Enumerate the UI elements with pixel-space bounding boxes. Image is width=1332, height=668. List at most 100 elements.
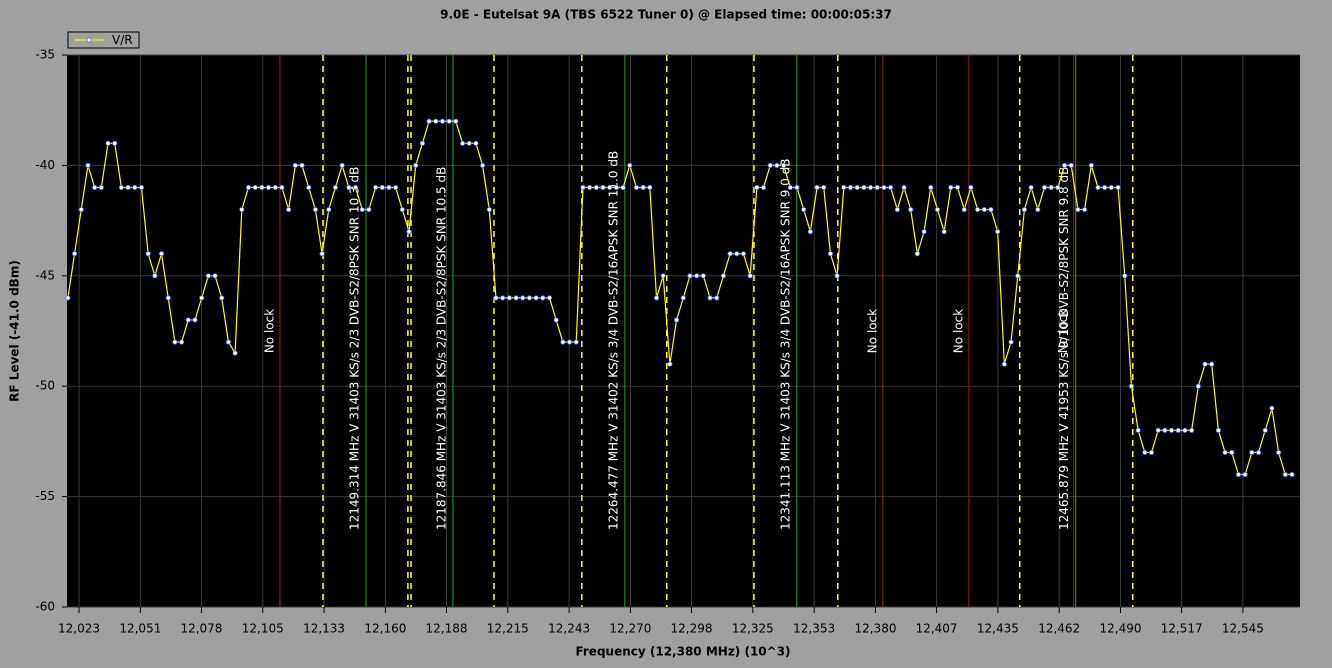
data-point [165,295,171,301]
data-point [1275,449,1282,456]
data-point [426,118,432,124]
data-point [232,350,238,356]
data-point [1028,184,1034,191]
data-point [787,184,793,191]
data-point [954,184,961,191]
data-point [1021,206,1028,213]
data-point [379,184,385,191]
x-tick-label: 12,215 [487,622,529,636]
data-point [781,162,787,168]
data-point [921,229,927,235]
data-point [974,206,981,213]
x-axis-label: Frequency (12,380 MHz) (10^3) [575,645,790,659]
data-point [680,295,686,301]
data-point [941,229,947,235]
no-lock-label: No lock [1056,309,1070,353]
data-point [600,184,606,191]
data-point [694,273,700,279]
x-tick-label: 12,298 [671,622,713,636]
data-point [647,184,653,191]
data-point [319,251,325,257]
legend-marker [86,37,92,43]
x-tick-label: 12,160 [364,622,406,636]
data-point [446,118,452,124]
data-point [841,184,847,191]
data-point [881,184,887,191]
data-point [1061,162,1068,168]
no-lock-label: No lock [262,309,276,353]
data-point [995,229,1001,235]
data-point [540,295,546,301]
data-point [366,206,372,213]
data-point [854,184,860,191]
data-point [673,317,680,323]
data-point [1168,427,1175,433]
series-line [67,120,1292,476]
data-point [1048,184,1054,191]
data-point [874,184,880,191]
data-point [888,184,894,191]
data-point [767,162,773,168]
data-point [433,118,439,124]
transponder-label: 12465.879 MHz V 41953 KS/s 9/10 DVB-S2/8… [1057,167,1071,530]
data-point [814,184,820,191]
data-point [774,162,780,168]
data-point [399,206,405,213]
data-point [259,184,265,191]
data-point [961,206,967,213]
data-point [908,206,914,213]
data-point [346,184,352,191]
data-point [727,251,733,257]
x-tick-label: 12,517 [1161,622,1203,636]
data-point [546,295,553,301]
data-point [312,206,318,213]
data-point [901,184,907,191]
data-point [667,361,673,367]
data-point [439,118,446,124]
data-point [566,339,573,345]
x-tick-label: 12,490 [1100,622,1142,636]
data-point [486,206,492,213]
legend-label: V/R [112,33,133,47]
x-tick-label: 12,188 [425,622,467,636]
data-point [506,295,512,301]
data-point [419,140,426,146]
data-point [1135,427,1141,433]
data-point [760,184,767,191]
data-point [1255,449,1262,456]
data-point [1055,184,1061,191]
y-axis-label: RF Level (-41.0 dBm) [8,260,22,402]
data-point [326,206,332,213]
data-point [65,295,71,301]
x-tick-label: 12,325 [732,622,774,636]
data-point [700,273,706,279]
transponder-label: 12341.113 MHz V 31403 KS/s 3/4 DVB-S2/16… [778,158,792,530]
data-point [332,184,339,191]
data-point [1075,206,1081,213]
data-point [339,162,345,168]
data-point [934,206,941,213]
data-point [199,295,205,301]
data-point [1249,449,1255,456]
data-point [660,273,666,279]
transponder-label: 12149.314 MHz V 31403 KS/s 2/3 DVB-S2/8P… [347,167,361,530]
data-point [653,295,660,301]
data-point [98,184,104,191]
data-point [138,184,145,191]
data-point [1262,427,1268,433]
y-tick-label: -40 [35,158,55,172]
data-point [85,162,91,168]
data-point [894,206,900,213]
data-point [988,206,994,213]
data-point [272,184,278,191]
data-point [821,184,827,191]
data-point [145,251,151,257]
x-tick-label: 12,105 [242,622,284,636]
plot-area [67,55,1300,607]
data-point [245,184,252,191]
no-lock-label: No lock [951,309,965,353]
data-point [352,184,359,191]
data-point [1195,383,1201,389]
data-point [306,184,312,191]
data-point [1189,427,1195,433]
